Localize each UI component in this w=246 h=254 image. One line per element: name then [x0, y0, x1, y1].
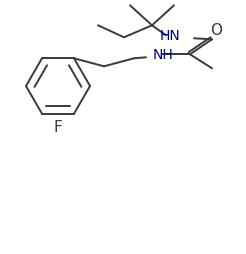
Text: HN: HN	[159, 29, 180, 43]
Text: O: O	[210, 23, 222, 38]
Text: NH: NH	[153, 48, 174, 62]
Text: F: F	[54, 120, 62, 135]
